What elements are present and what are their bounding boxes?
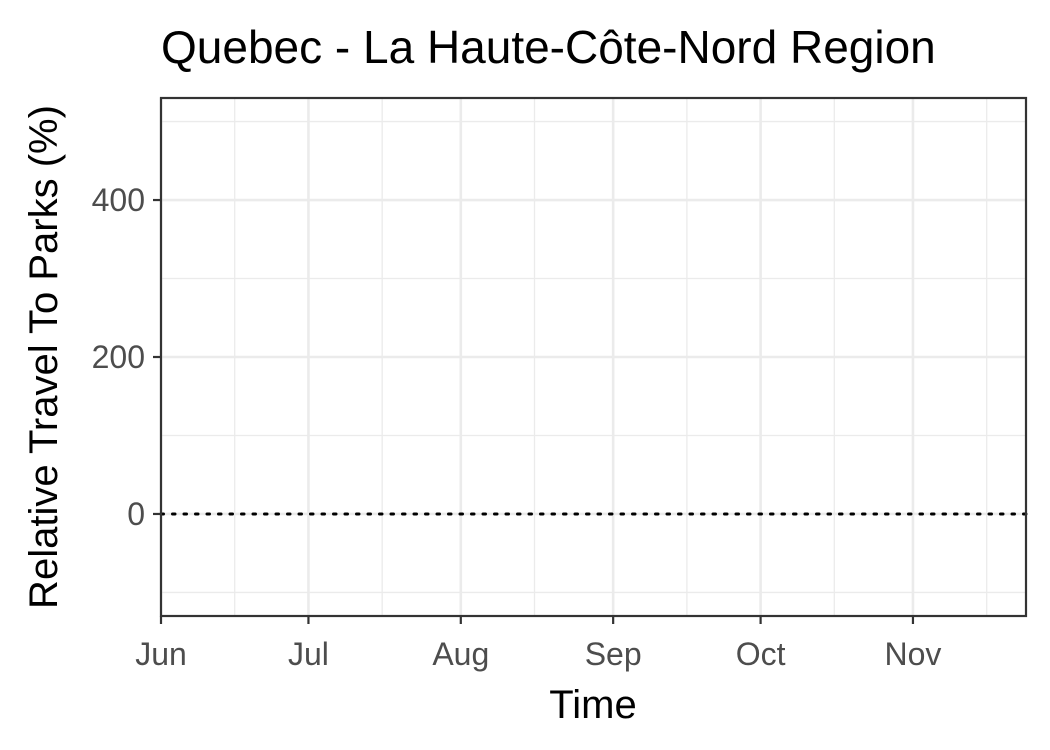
x-tick-label: Jun (135, 636, 187, 672)
x-tick-label: Jul (288, 636, 329, 672)
x-tick-label: Oct (736, 636, 786, 672)
x-tick-label: Aug (432, 636, 489, 672)
plot-area (159, 96, 1028, 618)
y-tick-label: 0 (127, 496, 145, 532)
x-axis: Jun Jul Aug Sep Oct Nov (135, 616, 941, 672)
y-axis-title: Relative Travel To Parks (%) (22, 105, 66, 609)
x-tick-label: Nov (885, 636, 942, 672)
y-axis: 0 200 400 (92, 182, 161, 532)
y-tick-label: 200 (92, 339, 145, 375)
y-tick-label: 400 (92, 182, 145, 218)
chart-title: Quebec - La Haute-Côte-Nord Region (161, 21, 936, 73)
x-axis-title: Time (549, 683, 636, 727)
x-tick-label: Sep (585, 636, 642, 672)
